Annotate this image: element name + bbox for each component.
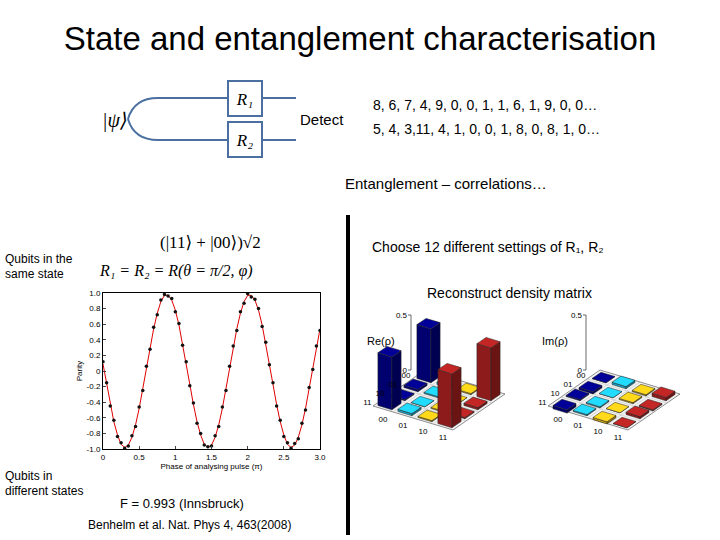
svg-text:11: 11 <box>363 398 372 407</box>
svg-text:Entanglement – correlations…: Entanglement – correlations… <box>345 175 547 192</box>
svg-text:1.0: 1.0 <box>89 289 101 298</box>
svg-text:00: 00 <box>554 415 563 424</box>
svg-text:01: 01 <box>389 380 398 389</box>
svg-text:0.2: 0.2 <box>89 351 101 360</box>
svg-text:0.8: 0.8 <box>89 304 101 313</box>
svg-text:Qubits in: Qubits in <box>5 469 52 483</box>
svg-text:Phase of analysing pulse (π): Phase of analysing pulse (π) <box>160 462 262 471</box>
svg-text:10: 10 <box>551 389 560 398</box>
svg-text:00: 00 <box>577 371 586 380</box>
svg-text:0: 0 <box>96 367 101 376</box>
svg-text:10: 10 <box>594 427 603 436</box>
svg-text:00: 00 <box>379 415 388 424</box>
svg-text:11: 11 <box>538 398 547 407</box>
svg-text:1: 1 <box>173 453 178 462</box>
svg-text:-0.2: -0.2 <box>87 382 101 391</box>
svg-text:10: 10 <box>419 427 428 436</box>
svg-text:|ψ⟩: |ψ⟩ <box>102 109 128 132</box>
svg-text:10: 10 <box>376 389 385 398</box>
svg-text:Im(ρ): Im(ρ) <box>542 335 568 347</box>
svg-text:Choose 12 different settings o: Choose 12 different settings of R₁, R₂ <box>372 239 604 255</box>
svg-text:R₂: R₂ <box>236 131 253 150</box>
svg-text:Reconstruct density matrix: Reconstruct density matrix <box>427 285 592 301</box>
svg-text:2: 2 <box>245 453 250 462</box>
svg-text:same state: same state <box>5 267 64 281</box>
svg-text:State and entanglement charact: State and entanglement characterisation <box>64 20 657 57</box>
svg-text:F = 0.993 (Innsbruck): F = 0.993 (Innsbruck) <box>120 496 244 511</box>
svg-text:01: 01 <box>564 380 573 389</box>
svg-text:-1.0: -1.0 <box>87 445 101 454</box>
svg-text:Qubits in the: Qubits in the <box>5 252 73 266</box>
svg-text:Parity: Parity <box>75 361 84 381</box>
svg-text:11: 11 <box>614 433 623 442</box>
svg-text:-0.6: -0.6 <box>87 414 101 423</box>
svg-text:3.0: 3.0 <box>314 453 326 462</box>
svg-text:0.5: 0.5 <box>396 311 408 320</box>
svg-text:0: 0 <box>101 453 106 462</box>
svg-text:Detect: Detect <box>300 111 344 128</box>
svg-text:5, 4, 3,11, 4, 1, 0, 0, 1, 8,: 5, 4, 3,11, 4, 1, 0, 0, 1, 8, 0, 8, 1, 0… <box>373 121 600 137</box>
svg-text:0.5: 0.5 <box>134 453 146 462</box>
svg-text:1.5: 1.5 <box>206 453 218 462</box>
svg-text:different states: different states <box>5 484 84 498</box>
svg-text:-0.8: -0.8 <box>87 429 101 438</box>
svg-text:Re(ρ): Re(ρ) <box>367 335 395 347</box>
svg-text:-0.4: -0.4 <box>87 398 101 407</box>
svg-text:11: 11 <box>439 433 448 442</box>
svg-text:01: 01 <box>399 421 408 430</box>
svg-text:(|11⟩ + |00⟩)√2: (|11⟩ + |00⟩)√2 <box>160 233 261 252</box>
svg-text:01: 01 <box>574 421 583 430</box>
svg-text:0.6: 0.6 <box>89 320 101 329</box>
svg-text:8, 6, 7, 4, 9, 0, 0, 1, 1, 6,: 8, 6, 7, 4, 9, 0, 0, 1, 1, 6, 1, 9, 0, 0… <box>373 97 597 113</box>
svg-text:R₁ = R₂ = R(θ = π/2, φ): R₁ = R₂ = R(θ = π/2, φ) <box>99 262 253 280</box>
svg-text:Benhelm et al. Nat. Phys 4, 46: Benhelm et al. Nat. Phys 4, 463(2008) <box>88 518 291 532</box>
svg-text:00: 00 <box>402 371 411 380</box>
svg-text:0.4: 0.4 <box>89 336 101 345</box>
svg-text:R₁: R₁ <box>236 90 253 109</box>
svg-text:0.5: 0.5 <box>571 311 583 320</box>
svg-text:2.5: 2.5 <box>278 453 290 462</box>
